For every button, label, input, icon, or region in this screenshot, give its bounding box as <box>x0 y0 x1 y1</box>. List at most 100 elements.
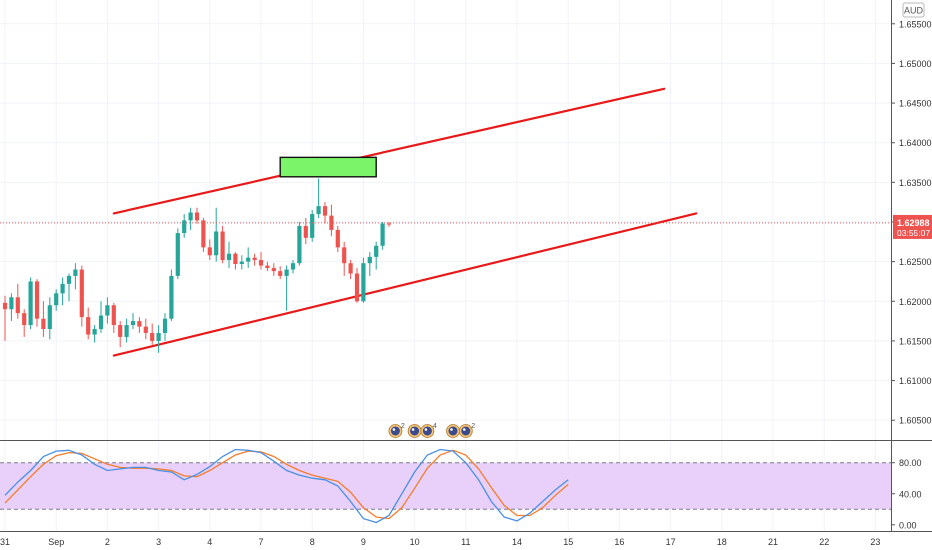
candle[interactable] <box>201 218 206 253</box>
candle[interactable] <box>374 241 379 270</box>
candle[interactable] <box>310 210 315 242</box>
candle[interactable] <box>322 202 328 224</box>
candle[interactable] <box>258 252 264 270</box>
zone-rectangle[interactable] <box>279 156 377 178</box>
candle[interactable] <box>60 277 65 306</box>
candle[interactable] <box>54 289 59 311</box>
candle[interactable] <box>105 297 110 324</box>
candle[interactable] <box>207 239 212 261</box>
candle[interactable] <box>354 267 360 303</box>
supply-zone[interactable] <box>279 156 377 178</box>
current-price-badge-bg <box>893 214 932 239</box>
candle-body <box>297 225 302 264</box>
event-count: 2 <box>401 423 405 430</box>
time-tick-label: 14 <box>512 537 522 547</box>
candle[interactable] <box>15 283 20 319</box>
candle[interactable] <box>188 207 193 230</box>
candle[interactable] <box>28 277 33 330</box>
candle[interactable] <box>329 204 334 237</box>
candle[interactable] <box>239 255 244 270</box>
stoch-d-line[interactable] <box>4 449 569 520</box>
candle[interactable] <box>118 321 123 348</box>
currency-badge: AUD <box>902 2 925 18</box>
candle-body <box>374 245 379 257</box>
price-tick-label: 1.62500 <box>899 257 932 267</box>
candle[interactable] <box>348 260 353 280</box>
candle-body <box>111 305 116 326</box>
event-marker[interactable]: 4 <box>420 423 437 438</box>
candle[interactable] <box>150 323 155 345</box>
candle[interactable] <box>233 252 238 270</box>
candle[interactable] <box>124 318 129 343</box>
candle[interactable] <box>265 261 270 272</box>
price-axis[interactable]: 1.655001.650001.645001.640001.635001.630… <box>891 19 932 530</box>
candle[interactable] <box>342 241 347 276</box>
candle[interactable] <box>9 293 14 322</box>
candle[interactable] <box>175 228 180 280</box>
event-icon-inner <box>461 426 471 436</box>
candle[interactable] <box>86 307 91 340</box>
candle[interactable] <box>252 253 257 266</box>
candle[interactable] <box>143 318 148 340</box>
candle[interactable] <box>220 225 225 264</box>
candle[interactable] <box>316 178 321 219</box>
candle-body <box>60 283 65 294</box>
candles[interactable] <box>2 178 392 353</box>
candle[interactable] <box>79 265 84 327</box>
candle[interactable] <box>162 313 168 341</box>
candle-body <box>284 269 289 276</box>
stochastic-pane[interactable] <box>0 448 891 524</box>
time-tick-label: 18 <box>717 537 727 547</box>
candle[interactable] <box>2 295 8 341</box>
candle[interactable] <box>290 260 296 274</box>
candle[interactable] <box>156 325 161 353</box>
candle[interactable] <box>98 301 104 333</box>
candle[interactable] <box>361 257 366 303</box>
candle[interactable] <box>246 247 251 268</box>
candle[interactable] <box>137 317 142 333</box>
candle[interactable] <box>182 214 187 238</box>
stoch-k-line[interactable] <box>4 448 569 524</box>
candle[interactable] <box>380 221 385 250</box>
channel-lower-line[interactable] <box>112 212 698 357</box>
candle[interactable] <box>34 279 40 327</box>
candle-body <box>124 325 129 337</box>
event-marker[interactable]: 2 <box>388 423 405 438</box>
candle[interactable] <box>66 273 72 302</box>
candle[interactable] <box>111 302 116 333</box>
candle[interactable] <box>367 252 372 276</box>
candle[interactable] <box>303 218 308 245</box>
event-markers[interactable]: 2 4 2 <box>388 423 475 438</box>
stoch-tick-label: 0.00 <box>899 520 917 530</box>
stoch-tick-label: 80.00 <box>899 458 922 468</box>
time-tick-label: 2 <box>105 537 110 547</box>
candle[interactable] <box>194 207 200 224</box>
event-marker[interactable] <box>446 424 460 438</box>
candle[interactable] <box>284 265 289 311</box>
candle[interactable] <box>297 221 302 266</box>
channel-upper-line[interactable] <box>112 87 666 215</box>
candle[interactable] <box>271 263 276 276</box>
candle[interactable] <box>386 221 392 227</box>
candle-body <box>92 329 97 335</box>
candle[interactable] <box>214 207 219 262</box>
price-tick-label: 1.61000 <box>899 376 932 386</box>
time-axis[interactable]: 31 Sep 2 3 4 7 8 9 10 11 14 15 16 17 18 21 22 23 <box>0 537 880 547</box>
candle[interactable] <box>92 325 97 343</box>
trend-channel[interactable] <box>112 87 698 357</box>
candle[interactable] <box>47 297 52 340</box>
candle[interactable] <box>130 313 136 330</box>
event-marker[interactable]: 2 <box>458 423 475 438</box>
candle[interactable] <box>335 225 340 253</box>
candle[interactable] <box>41 301 46 337</box>
candle-body <box>335 229 340 248</box>
candle[interactable] <box>22 309 27 337</box>
candle-body <box>34 281 40 319</box>
candle[interactable] <box>169 269 174 322</box>
candle[interactable] <box>226 241 232 268</box>
time-tick-label: 9 <box>361 537 366 547</box>
candle[interactable] <box>278 266 283 280</box>
candle[interactable] <box>73 263 78 290</box>
event-marker[interactable] <box>407 424 422 438</box>
